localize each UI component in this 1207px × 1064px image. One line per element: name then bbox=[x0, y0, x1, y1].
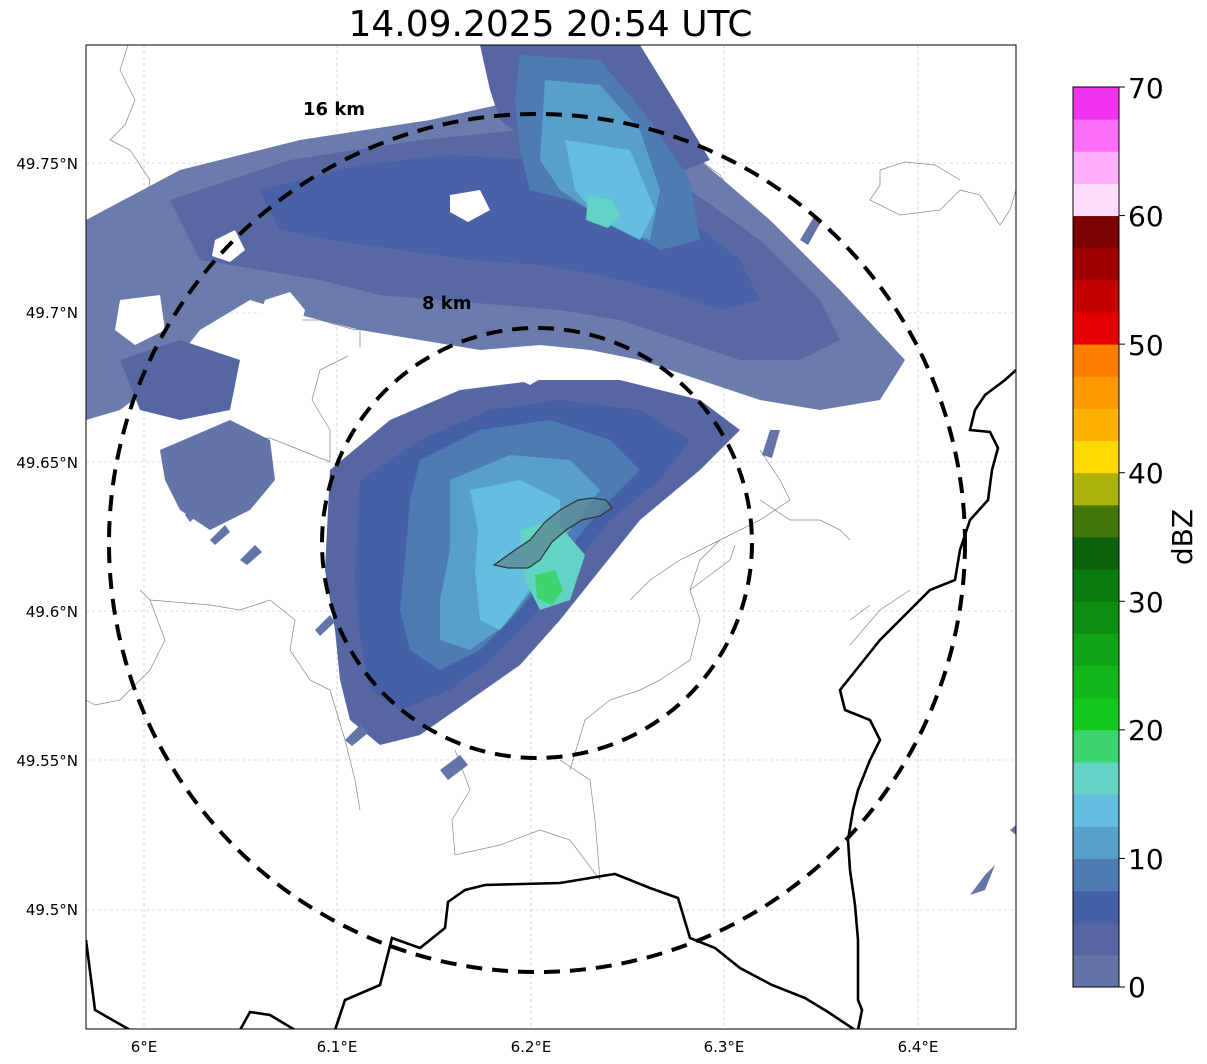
colorbar-segment bbox=[1073, 279, 1119, 313]
colorbar-segment bbox=[1073, 151, 1119, 184]
colorbar-segment bbox=[1073, 954, 1119, 988]
colorbar-segment bbox=[1073, 312, 1119, 345]
colorbar-tick: 20 bbox=[1128, 714, 1164, 747]
colorbar-segment bbox=[1073, 344, 1119, 377]
colorbar-segment bbox=[1073, 119, 1119, 152]
colorbar-segment bbox=[1073, 729, 1119, 763]
lat-label: 49.7°N bbox=[26, 304, 78, 322]
lon-label: 6.1°E bbox=[317, 1038, 358, 1056]
colorbar-segment bbox=[1073, 858, 1119, 892]
colorbar-segment bbox=[1073, 87, 1119, 120]
colorbar-segment bbox=[1073, 794, 1119, 827]
range-ring-label-16km: 16 km bbox=[303, 99, 365, 120]
lat-label: 49.5°N bbox=[26, 901, 78, 919]
colorbar-tick: 10 bbox=[1128, 843, 1164, 876]
lon-label: 6.3°E bbox=[704, 1038, 745, 1056]
longitude-labels: 6°E 6.1°E 6.2°E 6.3°E 6.4°E bbox=[131, 1038, 939, 1056]
lat-label: 49.55°N bbox=[16, 752, 78, 770]
colorbar-tick: 30 bbox=[1128, 586, 1164, 619]
colorbar bbox=[1073, 86, 1125, 988]
range-ring-8km bbox=[320, 326, 754, 760]
colorbar-frame bbox=[1072, 86, 1120, 988]
national-borders bbox=[86, 369, 1016, 1029]
colorbar-segment bbox=[1073, 376, 1119, 409]
lon-label: 6.4°E bbox=[898, 1038, 939, 1056]
colorbar-segment bbox=[1073, 762, 1119, 795]
colorbar-segment bbox=[1073, 215, 1119, 249]
range-ring-16km bbox=[107, 112, 967, 974]
city-outline bbox=[492, 497, 613, 569]
colorbar-segment bbox=[1073, 890, 1119, 924]
lon-label: 6°E bbox=[131, 1038, 158, 1056]
map-title: 14.09.2025 20:54 UTC bbox=[348, 4, 753, 45]
colorbar-segment bbox=[1073, 247, 1119, 281]
colorbar-label: dBZ bbox=[1166, 509, 1199, 565]
colorbar-segment bbox=[1073, 665, 1119, 699]
lon-label: 6.2°E bbox=[511, 1038, 552, 1056]
colorbar-tick: 40 bbox=[1128, 457, 1164, 490]
colorbar-tick: 70 bbox=[1128, 72, 1164, 105]
colorbar-segment bbox=[1073, 440, 1119, 474]
range-rings bbox=[107, 112, 967, 974]
colorbar-segment bbox=[1073, 633, 1119, 667]
colorbar-segment bbox=[1073, 472, 1119, 506]
colorbar-segment bbox=[1073, 537, 1119, 570]
latitude-labels: 49.75°N 49.7°N 49.65°N 49.6°N 49.55°N 49… bbox=[16, 155, 78, 919]
colorbar-segment bbox=[1073, 601, 1119, 634]
colorbar-segment bbox=[1073, 697, 1119, 731]
colorbar-segment bbox=[1073, 504, 1119, 538]
range-ring-label-8km: 8 km bbox=[422, 293, 472, 314]
lat-label: 49.6°N bbox=[26, 603, 78, 621]
colorbar-tick: 0 bbox=[1128, 971, 1146, 1004]
colorbar-segment bbox=[1073, 569, 1119, 602]
colorbar-tick: 60 bbox=[1128, 200, 1164, 233]
colorbar-segment bbox=[1073, 183, 1119, 217]
radar-echoes bbox=[86, 45, 1016, 895]
colorbar-segment bbox=[1073, 826, 1119, 859]
colorbar-ticks: 0 10 20 30 40 50 60 70 bbox=[1128, 72, 1164, 1004]
lat-label: 49.75°N bbox=[16, 155, 78, 173]
map-frame bbox=[85, 44, 1017, 1030]
colorbar-tick: 50 bbox=[1128, 329, 1164, 362]
colorbar-segment bbox=[1073, 922, 1119, 956]
map-area: 16 km 8 km bbox=[86, 45, 1016, 1029]
colorbar-segment bbox=[1073, 408, 1119, 442]
lat-label: 49.65°N bbox=[16, 454, 78, 472]
